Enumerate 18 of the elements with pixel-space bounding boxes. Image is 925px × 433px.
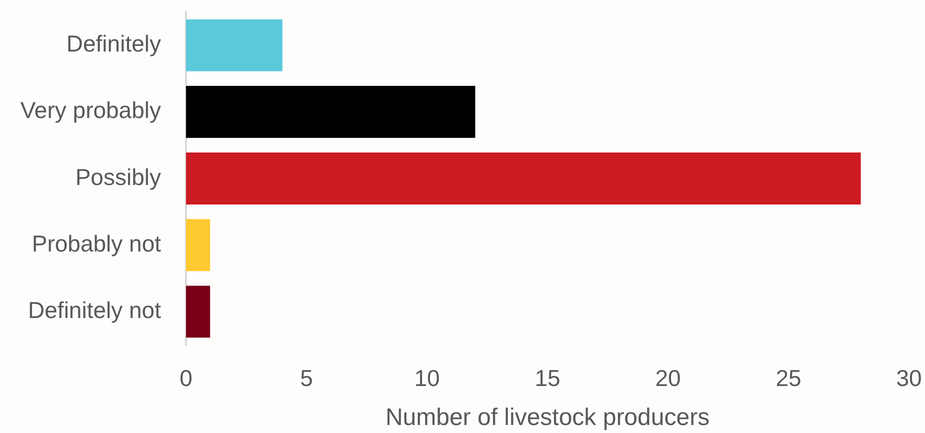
x-tick-label: 5 (300, 365, 313, 392)
bar (186, 152, 861, 204)
x-tick-label: 25 (776, 365, 802, 392)
x-axis-title: Number of livestock producers (385, 404, 710, 432)
x-tick-label: 10 (414, 365, 440, 392)
bar (186, 219, 210, 272)
y-tick-label: Definitely (66, 30, 162, 57)
bar (186, 19, 282, 72)
x-tick-label: 20 (655, 365, 681, 392)
y-tick-label: Possibly (75, 164, 162, 190)
x-tick-label: 15 (534, 365, 560, 392)
bar (186, 286, 210, 338)
x-tick-label: 30 (896, 365, 922, 392)
y-tick-label: Probably not (32, 230, 162, 256)
bar (186, 86, 476, 138)
y-tick-label: Definitely not (28, 297, 162, 324)
x-tick-label: 0 (180, 365, 192, 392)
y-tick-label: Very probably (20, 97, 162, 124)
